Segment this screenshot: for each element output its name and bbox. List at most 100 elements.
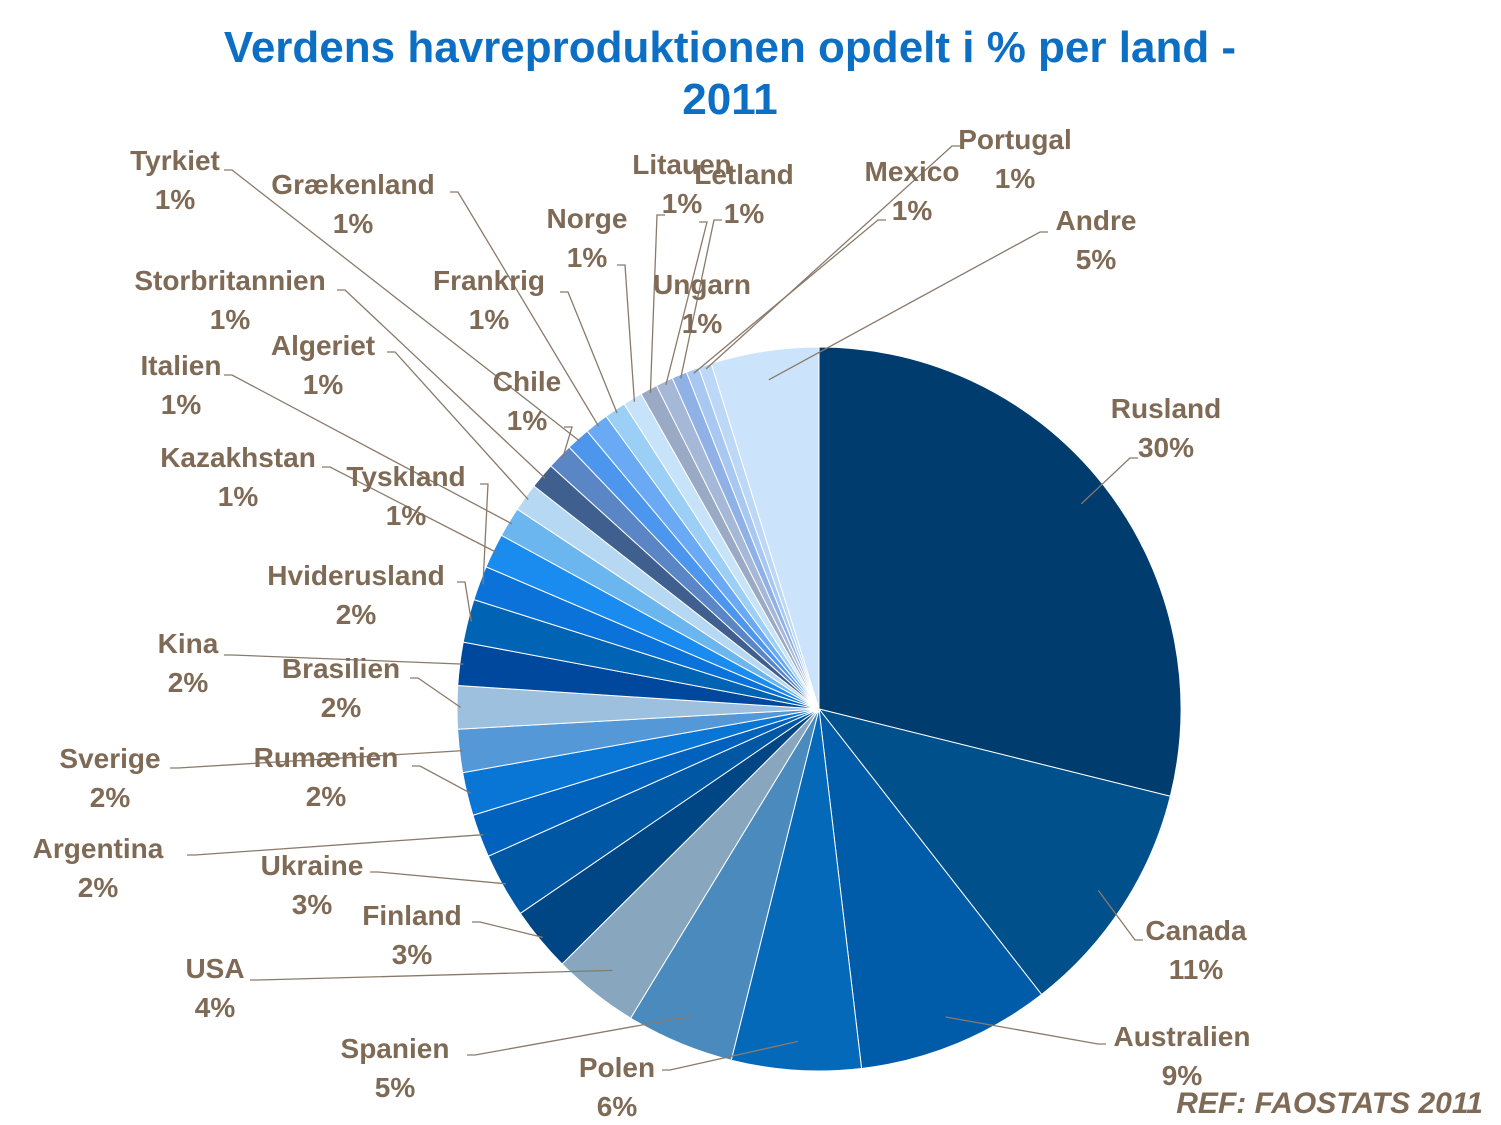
slice-value-label: 1% [155, 184, 196, 215]
slice-value-label: 1% [995, 163, 1036, 194]
slice-value-label: 6% [597, 1091, 638, 1122]
leader-line-polen [662, 1040, 799, 1071]
slice-value-label: 2% [168, 667, 209, 698]
slice-value-label: 11% [1169, 954, 1224, 985]
leader-line-litauen [649, 214, 665, 393]
chart-title-line-1: Verdens havreproduktionen opdelt i % per… [223, 23, 1237, 72]
slice-name-label: Storbritannien [134, 265, 325, 296]
leader-line-brasilien [410, 677, 461, 708]
slice-name-label: Chile [493, 366, 561, 397]
chart-title: Verdens havreproduktionen opdelt i % per… [60, 22, 1400, 126]
chart-title-line-2: 2011 [682, 75, 778, 124]
slice-name-label: Spanien [341, 1033, 450, 1064]
slice-value-label: 9% [1162, 1060, 1203, 1091]
slice-value-label: 5% [1076, 244, 1117, 275]
slice-value-label: 4% [195, 992, 236, 1023]
leader-line-hviderusland [457, 581, 473, 622]
pie-slice-australien [818, 707, 1043, 1070]
slice-value-label: 1% [218, 481, 259, 512]
slice-value-label: 1% [161, 389, 202, 420]
leader-line-rusland [1080, 457, 1138, 505]
slice-value-label: 2% [306, 781, 347, 812]
leader-line-tyrkiet [224, 169, 581, 443]
leader-line-spanien [467, 1015, 691, 1056]
slice-name-label: Rusland [1111, 393, 1221, 424]
slice-value-label: 2% [336, 599, 377, 630]
slice-value-label: 2% [78, 872, 119, 903]
leader-line-usa [250, 969, 613, 981]
slice-name-label: Tyskland [346, 461, 465, 492]
leader-line-chile [561, 426, 573, 460]
leader-line-grækenland [450, 191, 600, 427]
leader-line-canada [1097, 890, 1143, 941]
slice-name-label: Kina [158, 628, 219, 659]
slice-name-label: Grækenland [271, 169, 434, 200]
leader-line-ungarn [665, 221, 708, 386]
slice-value-label: 30% [1138, 432, 1194, 463]
leader-line-andre [768, 231, 1048, 381]
slice-name-label: Finland [362, 900, 462, 931]
leader-line-australien [945, 1016, 1106, 1045]
slice-value-label: 3% [292, 889, 333, 920]
slice-name-label: Litauen [632, 149, 732, 180]
slice-name-label: Brasilien [282, 653, 400, 684]
slice-name-label: Sverige [59, 743, 160, 774]
leader-line-frankrig [560, 291, 618, 414]
slice-value-label: 1% [469, 304, 510, 335]
slice-name-label: Andre [1056, 205, 1137, 236]
leader-line-letland [680, 219, 722, 379]
slice-value-label: 1% [507, 405, 548, 436]
slice-value-label: 1% [303, 369, 344, 400]
leader-line-mexico [693, 219, 886, 374]
slice-name-label: Mexico [865, 156, 960, 187]
leader-line-portugal [705, 145, 960, 370]
slice-name-label: Rumænien [254, 742, 399, 773]
slice-name-label: Portugal [958, 124, 1072, 155]
slice-name-label: Hviderusland [267, 560, 444, 591]
slice-name-label: Italien [141, 350, 222, 381]
leader-line-ukraine [370, 871, 507, 885]
leader-line-norge [617, 264, 636, 402]
leader-line-italien [224, 374, 513, 525]
slice-value-label: 3% [392, 939, 433, 970]
slice-value-label: 1% [386, 500, 427, 531]
slice-name-label: Polen [579, 1052, 655, 1083]
pie-slice-canada [817, 708, 1171, 996]
slice-value-label: 1% [682, 308, 723, 339]
slice-value-label: 1% [333, 208, 374, 239]
slice-name-label: Norge [547, 203, 628, 234]
slice-name-label: Kazakhstan [160, 442, 316, 473]
leader-line-algeriet [387, 351, 529, 500]
leader-line-argentina [187, 834, 484, 856]
slice-value-label: 2% [321, 692, 362, 723]
leader-line-kazakhstan [322, 466, 497, 554]
slice-name-label: Tyrkiet [130, 145, 220, 176]
slice-value-label: 1% [662, 188, 703, 219]
pie-slice-polen [730, 708, 863, 1072]
slice-name-label: Australien [1114, 1021, 1251, 1052]
leader-line-kina [224, 654, 464, 665]
slice-name-label: Letland [694, 159, 794, 190]
slice-name-label: USA [185, 953, 244, 984]
pie-slices [456, 346, 1182, 1072]
leader-line-storbritannien [337, 289, 546, 479]
slice-value-label: 1% [724, 198, 765, 229]
slice-value-label: 2% [90, 782, 131, 813]
slice-value-label: 1% [210, 304, 251, 335]
leader-line-sverige [170, 749, 464, 769]
leader-line-tyskland [480, 483, 489, 585]
source-reference: REF: FAOSTATS 2011 [1176, 1087, 1483, 1120]
slice-name-label: Ungarn [653, 269, 751, 300]
slice-name-label: Frankrig [433, 265, 545, 296]
pie-slice-rusland [818, 346, 1182, 797]
slice-name-label: Algeriet [271, 330, 375, 361]
leader-line-rumænien [412, 765, 472, 794]
slice-labels: Rusland 30% Canada 11% Australien 9% Polen 6% Sp… [33, 124, 1251, 1122]
slice-name-label: Ukraine [261, 850, 364, 881]
slice-value-label: 1% [567, 242, 608, 273]
leader-line-finland [472, 921, 543, 939]
slice-name-label: Argentina [33, 833, 164, 864]
slice-value-label: 5% [375, 1072, 416, 1103]
slice-name-label: Canada [1145, 915, 1247, 946]
